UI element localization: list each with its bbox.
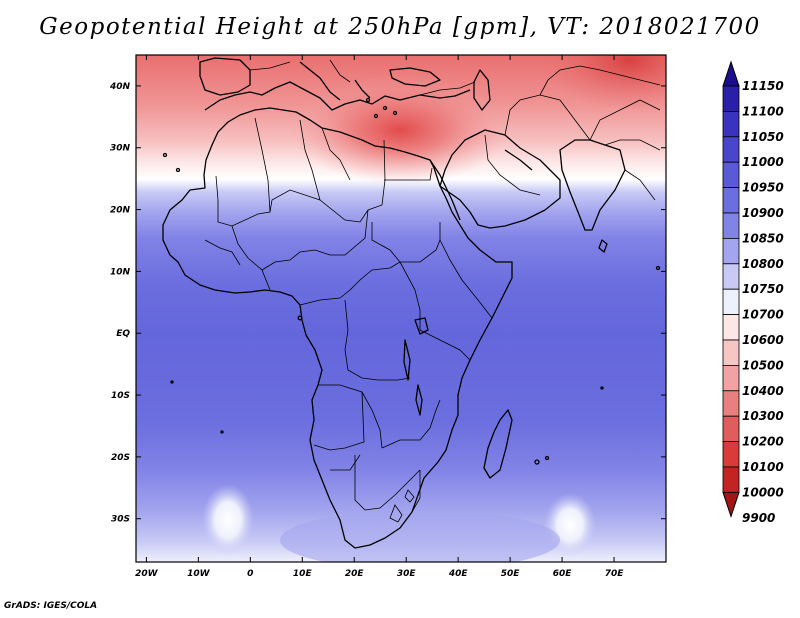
colorbar-label: 10800 xyxy=(742,257,784,271)
northeast-high xyxy=(540,55,666,110)
colorbar-swatch xyxy=(722,136,740,163)
colorbar-label: 11050 xyxy=(742,130,784,144)
colorbar-swatch xyxy=(722,85,740,112)
lon-tick-label: 70E xyxy=(605,569,625,579)
colorbar-swatch xyxy=(722,441,740,468)
lat-tick-label: 20N xyxy=(110,206,131,216)
lat-tick-label: 40N xyxy=(109,82,131,92)
colorbar-swatch xyxy=(722,212,740,239)
colorbar-swatch xyxy=(722,466,740,493)
colorbar-label: 10000 xyxy=(742,485,784,499)
high-center xyxy=(290,75,510,185)
southwest-white-blob xyxy=(202,484,254,556)
lon-tick-label: 60E xyxy=(553,569,573,579)
colorbar-swatch xyxy=(722,390,740,417)
colorbar-label: 10400 xyxy=(742,384,784,398)
lon-tick-label: 10W xyxy=(187,569,211,579)
lon-tick-label: 10E xyxy=(293,569,313,579)
map-frame xyxy=(135,54,667,563)
colorbar-swatch xyxy=(722,263,740,290)
colorbar-label: 10200 xyxy=(742,435,784,449)
lat-tick-label: 20S xyxy=(111,453,130,463)
lon-tick-label: 0 xyxy=(247,569,253,579)
colorbar-label: 10300 xyxy=(742,409,784,423)
latitude-axis: 40N 30N 20N 10N EQ 10S 20S 30S xyxy=(109,82,666,525)
colorbar-swatch xyxy=(722,237,740,265)
colorbar-bottom-arrow xyxy=(722,491,740,518)
lon-tick-label: 40E xyxy=(448,569,469,579)
map-title: Geopotential Height at 250hPa [gpm], VT:… xyxy=(39,14,761,40)
colorbar-label: 10100 xyxy=(742,460,784,474)
colorbar-swatch xyxy=(722,161,740,188)
colorbar-swatch xyxy=(722,339,740,366)
colorbar-swatch xyxy=(722,288,740,316)
coastlines xyxy=(162,57,661,549)
lat-tick-label: 30S xyxy=(111,515,130,525)
colorbar-label: 11000 xyxy=(742,155,784,169)
lat-tick-label: 10S xyxy=(111,391,130,401)
longitude-axis: 20W 10W 0 10E 20E 30E 40E 50E 60E 70E xyxy=(135,55,624,579)
lon-tick-label: 50E xyxy=(501,569,521,579)
south-blue-patch xyxy=(280,510,560,562)
lon-tick-label: 20W xyxy=(135,569,159,579)
lat-tick-label: 30N xyxy=(110,144,131,154)
colorbar-label: 10600 xyxy=(742,333,784,347)
map-area xyxy=(136,55,666,562)
colorbar-swatch xyxy=(722,111,740,138)
colorbar-label: 10500 xyxy=(742,358,784,372)
colorbar-label: 10750 xyxy=(742,282,784,296)
colorbar-swatch xyxy=(722,314,740,341)
colorbar-swatch xyxy=(722,415,740,443)
colorbar-label: 10850 xyxy=(742,231,784,245)
colorbar-top-arrow xyxy=(722,60,740,87)
colorbar-swatch xyxy=(722,187,740,214)
lat-tick-label: 10N xyxy=(110,267,131,277)
colorbar-label: 9900 xyxy=(742,511,775,525)
colorbar-label: 10700 xyxy=(742,308,784,322)
colorbar-label: 10900 xyxy=(742,206,784,220)
lon-tick-label: 20E xyxy=(345,569,365,579)
colorbar: 11150 11100 11050 11000 10950 10900 10850 10800… xyxy=(722,60,784,525)
lat-tick-label: EQ xyxy=(116,329,130,339)
colorbar-label: 10950 xyxy=(742,181,784,195)
credit-text: GrADS: IGES/COLA xyxy=(4,601,98,611)
colorbar-label: 11150 xyxy=(742,79,784,93)
country-borders xyxy=(204,59,661,523)
lon-tick-label: 30E xyxy=(397,569,417,579)
colorbar-swatch xyxy=(722,364,740,392)
colorbar-label: 11100 xyxy=(742,104,784,118)
